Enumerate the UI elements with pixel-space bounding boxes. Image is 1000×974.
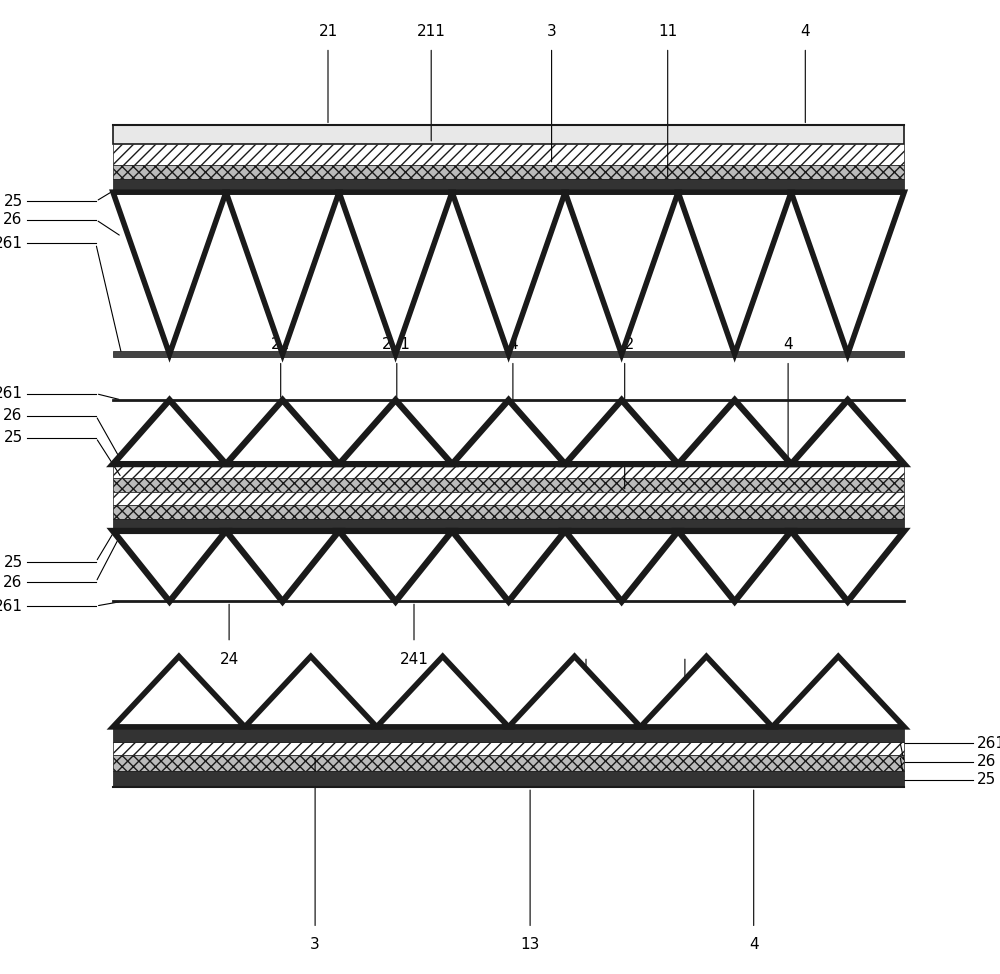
Polygon shape — [509, 656, 640, 727]
Text: 23: 23 — [675, 718, 695, 732]
Polygon shape — [791, 400, 904, 464]
Polygon shape — [565, 192, 678, 355]
Bar — [113, 741, 904, 755]
Polygon shape — [226, 531, 339, 601]
Text: 4: 4 — [783, 337, 793, 352]
Text: 24: 24 — [219, 652, 239, 666]
Polygon shape — [452, 531, 565, 601]
Bar — [113, 506, 904, 519]
Text: 4: 4 — [749, 937, 759, 953]
Bar — [113, 352, 904, 357]
Polygon shape — [640, 656, 772, 727]
Polygon shape — [452, 192, 565, 355]
Text: 261: 261 — [0, 598, 23, 614]
Bar — [113, 165, 904, 179]
Text: 4: 4 — [800, 23, 810, 39]
Bar — [113, 464, 904, 478]
Bar — [113, 519, 904, 531]
Text: 25: 25 — [3, 554, 23, 570]
Text: 26: 26 — [3, 408, 23, 423]
Bar — [113, 143, 904, 165]
Text: 25: 25 — [3, 194, 23, 208]
Bar — [113, 770, 904, 787]
Bar — [113, 126, 904, 143]
Text: 25: 25 — [3, 431, 23, 445]
Text: 3: 3 — [310, 937, 320, 953]
Polygon shape — [113, 531, 226, 601]
Polygon shape — [226, 400, 339, 464]
Polygon shape — [678, 400, 791, 464]
Text: 26: 26 — [977, 754, 997, 769]
Polygon shape — [377, 656, 509, 727]
Text: 21: 21 — [318, 23, 338, 39]
Text: 13: 13 — [520, 937, 540, 953]
Text: 221: 221 — [382, 337, 411, 352]
Text: 261: 261 — [977, 735, 1000, 751]
Polygon shape — [791, 192, 904, 355]
Polygon shape — [452, 400, 565, 464]
Polygon shape — [678, 192, 791, 355]
Text: 26: 26 — [3, 212, 23, 227]
Polygon shape — [245, 656, 377, 727]
Polygon shape — [113, 192, 226, 355]
Bar — [113, 492, 904, 506]
Text: 211: 211 — [417, 23, 446, 39]
Bar — [113, 179, 904, 192]
Text: 25: 25 — [977, 772, 997, 788]
Bar — [113, 478, 904, 492]
Text: 261: 261 — [0, 236, 23, 251]
Polygon shape — [791, 531, 904, 601]
Text: 11: 11 — [658, 23, 677, 39]
Polygon shape — [339, 192, 452, 355]
Text: 3: 3 — [547, 23, 556, 39]
Polygon shape — [113, 400, 226, 464]
Polygon shape — [565, 400, 678, 464]
Text: 12: 12 — [615, 337, 634, 352]
Text: 22: 22 — [271, 337, 290, 352]
Bar — [113, 462, 904, 464]
Text: 231: 231 — [572, 718, 600, 732]
Text: 4: 4 — [508, 337, 518, 352]
Polygon shape — [339, 531, 452, 601]
Text: 241: 241 — [400, 652, 428, 666]
Polygon shape — [772, 656, 904, 727]
Bar — [113, 727, 904, 741]
Text: 26: 26 — [3, 575, 23, 589]
Polygon shape — [339, 400, 452, 464]
Text: 261: 261 — [0, 386, 23, 401]
Polygon shape — [678, 531, 791, 601]
Polygon shape — [565, 531, 678, 601]
Polygon shape — [226, 192, 339, 355]
Polygon shape — [113, 656, 245, 727]
Bar — [113, 755, 904, 770]
